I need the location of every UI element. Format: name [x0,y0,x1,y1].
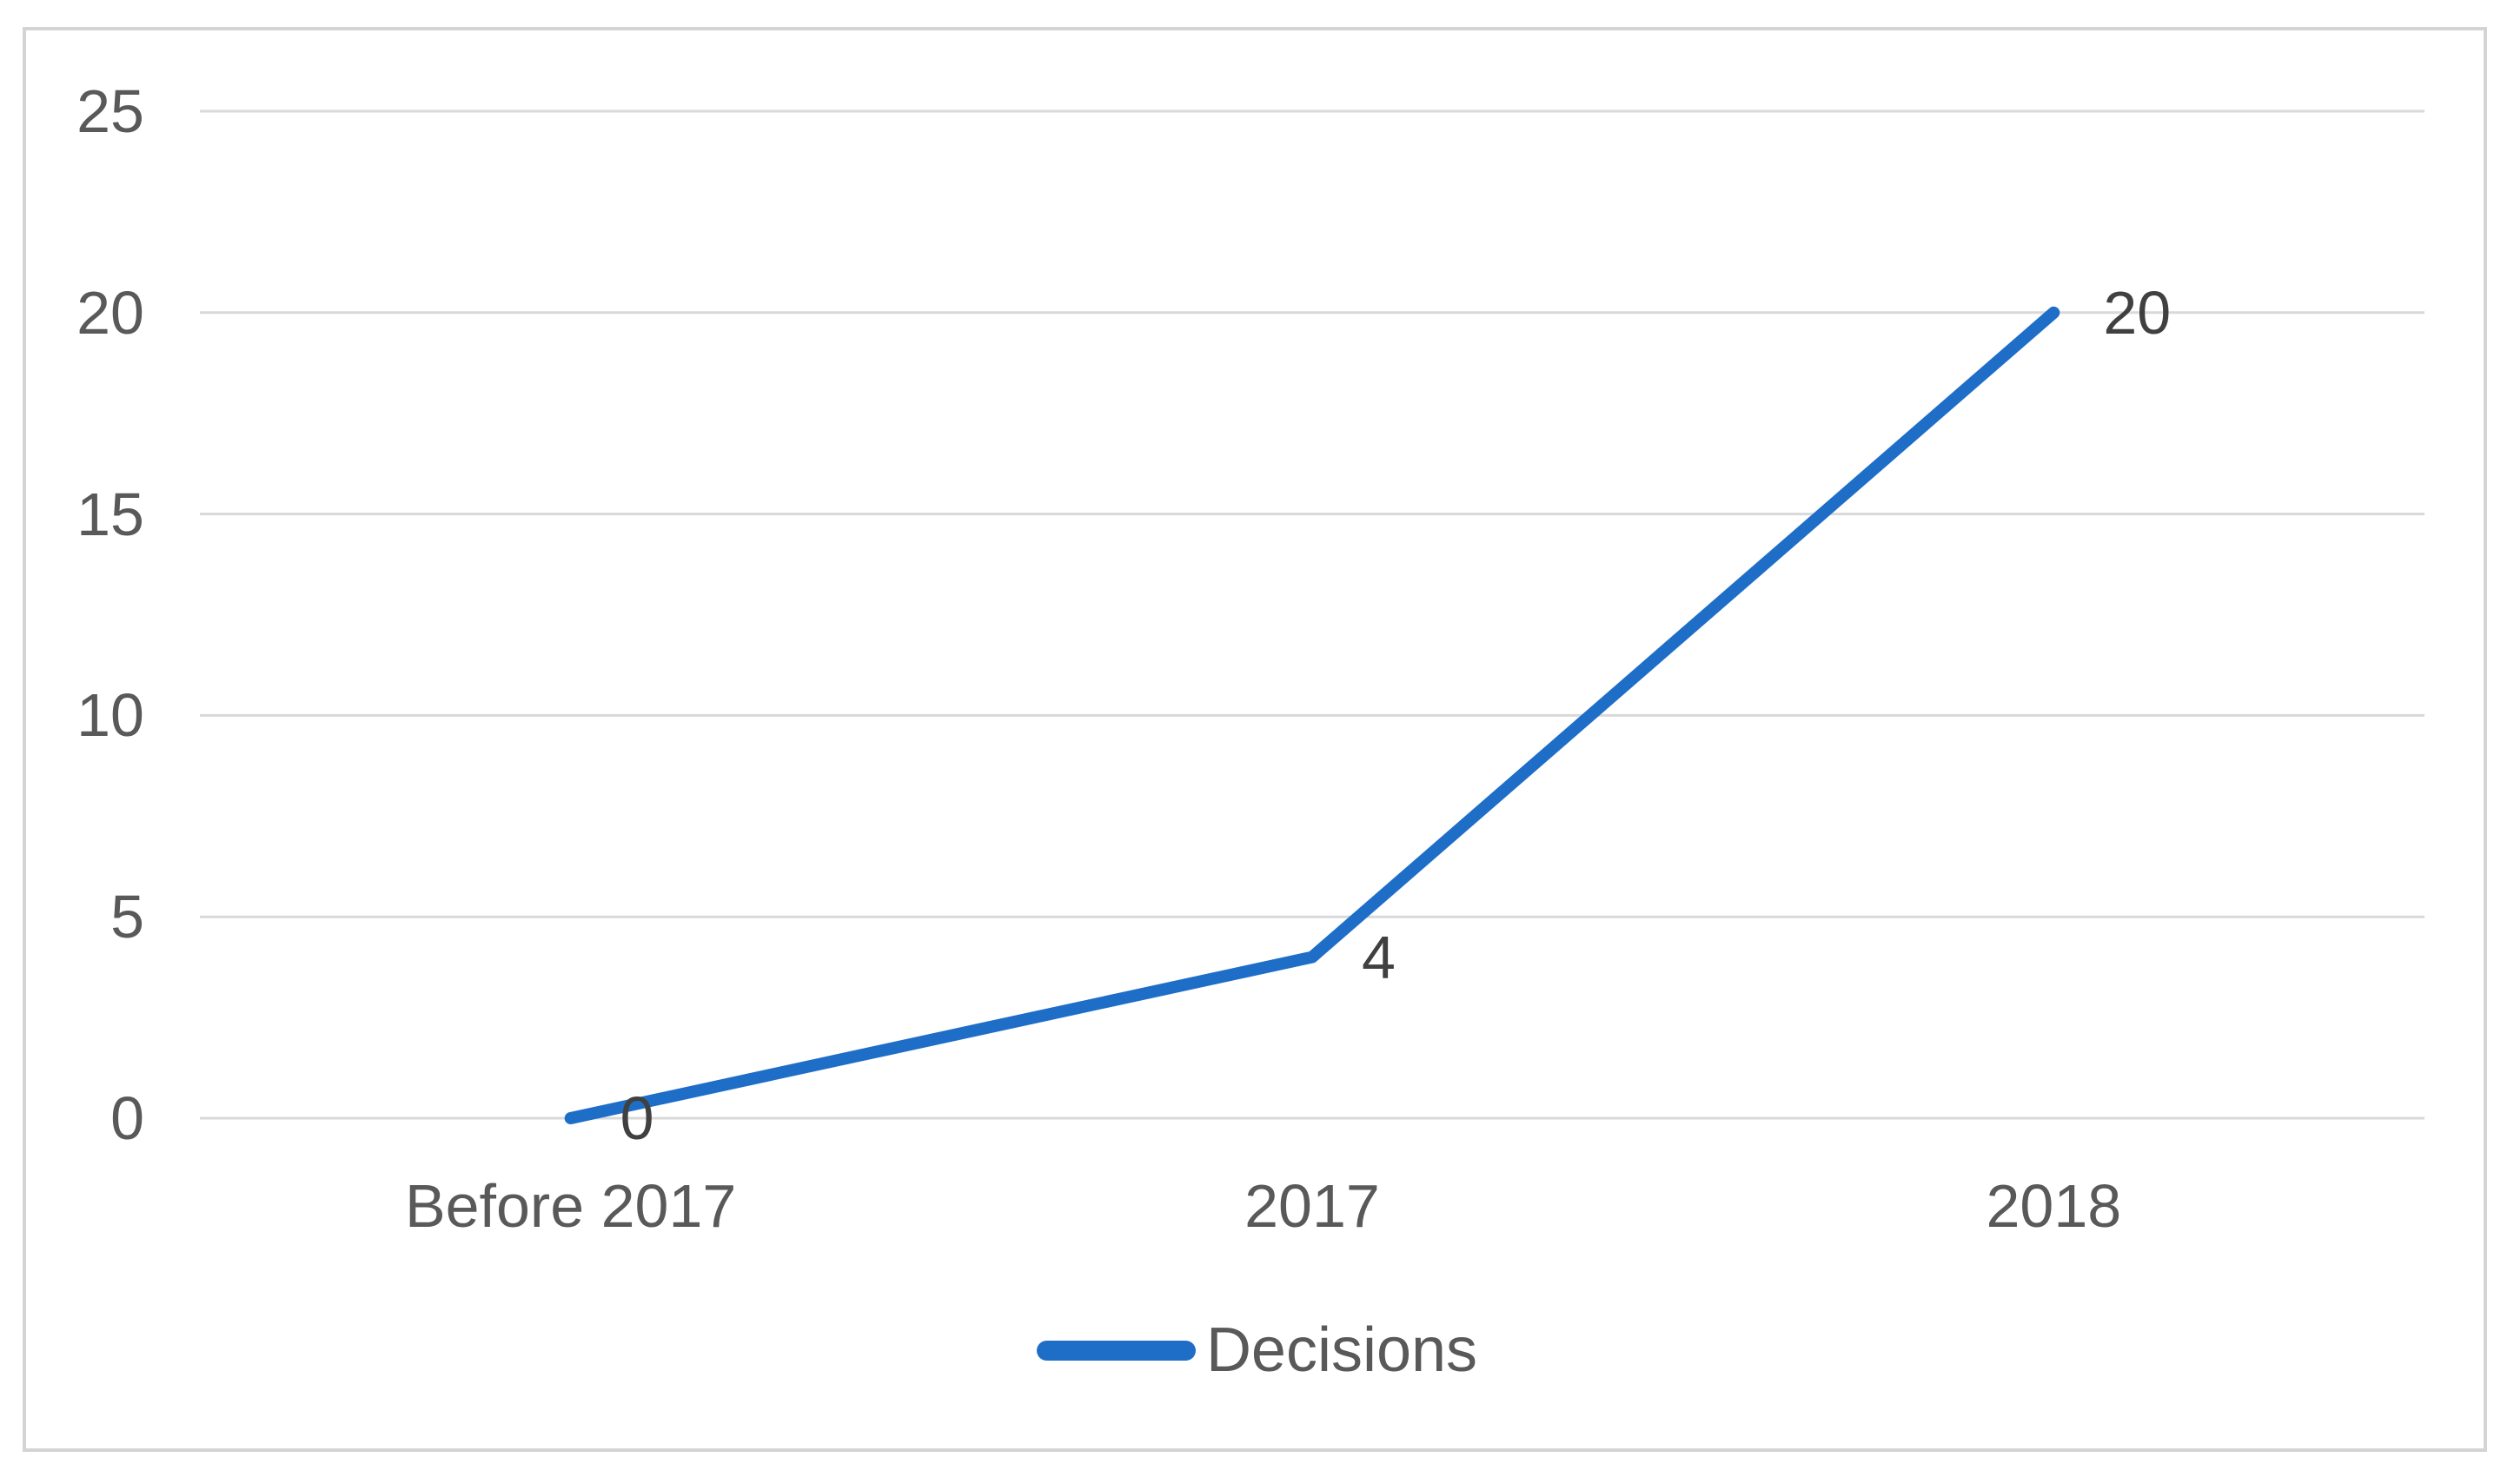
y-tick-label: 10 [76,681,144,750]
legend-line-swatch [1036,1340,1196,1361]
data-label: 20 [2103,278,2172,347]
y-tick-label: 0 [110,1084,144,1152]
data-label: 4 [1362,923,1396,991]
x-category-label: 2017 [1244,1172,1380,1240]
y-tick-label: 15 [76,480,144,548]
data-label: 0 [620,1084,654,1152]
x-category-label: Before 2017 [404,1172,737,1240]
x-category-label: 2018 [1986,1172,2122,1240]
legend-series-label: Decisions [1205,1315,1478,1385]
legend: Decisions [0,1314,2514,1387]
y-tick-label: 20 [76,278,144,347]
y-tick-label: 5 [110,883,144,951]
y-tick-label: 25 [76,77,144,145]
